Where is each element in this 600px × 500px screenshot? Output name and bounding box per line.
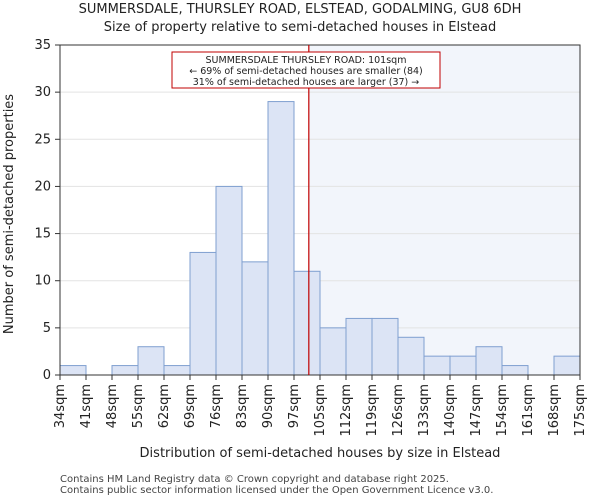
y-tick-label: 25 [34, 132, 51, 147]
bar-90sqm [267, 101, 295, 376]
bar-48sqm [111, 365, 139, 376]
bar-69sqm [189, 251, 217, 376]
x-tick-label: 55sqm [131, 384, 146, 428]
x-tick-label: 140sqm [443, 384, 458, 437]
x-tick-label: 62sqm [157, 384, 172, 428]
y-tick-label: 0 [43, 368, 51, 383]
x-tick-label: 69sqm [183, 384, 198, 428]
footer-licence: Contains public sector information licen… [60, 485, 494, 496]
chart-title-address: SUMMERSDALE, THURSLEY ROAD, ELSTEAD, GOD… [78, 2, 522, 17]
x-tick-label: 119sqm [365, 384, 380, 437]
bar-112sqm [345, 317, 373, 376]
bar-154sqm [501, 365, 529, 376]
bar-133sqm [423, 355, 451, 376]
x-tick-label: 154sqm [495, 384, 510, 437]
bar-105sqm [319, 327, 347, 376]
bar-140sqm [449, 355, 477, 376]
annotation-box [171, 51, 441, 89]
x-tick-label: 112sqm [339, 384, 354, 437]
annotation-line: 31% of semi-detached houses are larger (… [193, 77, 420, 88]
x-tick-label: 126sqm [391, 384, 406, 437]
x-tick-label: 161sqm [521, 384, 536, 437]
bar-168sqm [553, 355, 581, 376]
bar-55sqm [137, 346, 165, 376]
y-tick-label: 30 [34, 85, 51, 100]
x-tick-label: 97sqm [287, 384, 302, 428]
chart-subtitle: Size of property relative to semi-detach… [103, 20, 497, 35]
x-tick-label: 147sqm [469, 384, 484, 437]
histogram-chart: 0 5 10 15 20 25 30 35 34sqm 41sqm 48sqm 55sqm 62sqm 6… [2, 38, 588, 461]
x-tick-label: 90sqm [261, 384, 276, 428]
bar-62sqm [163, 365, 191, 376]
y-tick-label: 20 [34, 179, 51, 194]
x-tick-label: 175sqm [573, 384, 588, 437]
y-tick-label: 15 [34, 227, 51, 242]
y-tick-label: 10 [34, 274, 51, 289]
x-tick-label: 168sqm [547, 384, 562, 437]
x-tick-label: 133sqm [417, 384, 432, 437]
x-tick-label: 83sqm [235, 384, 250, 428]
bar-76sqm [215, 185, 243, 376]
bar-97sqm [293, 270, 321, 376]
footer-copyright: Contains HM Land Registry data © Crown c… [60, 474, 449, 485]
bar-147sqm [475, 346, 503, 376]
annotation-line: SUMMERSDALE THURSLEY ROAD: 101sqm [206, 55, 407, 66]
bar-119sqm [371, 317, 399, 376]
x-tick-label: 105sqm [313, 384, 328, 437]
bar-126sqm [397, 336, 425, 376]
x-tick-label: 48sqm [105, 384, 120, 428]
x-axis-label: Distribution of semi-detached houses by … [140, 446, 501, 461]
y-tick-label: 35 [34, 38, 51, 53]
y-tick-label: 5 [43, 321, 51, 336]
y-axis-label: Number of semi-detached properties [2, 94, 17, 334]
bar-83sqm [241, 261, 269, 376]
annotation-line: ← 69% of semi-detached houses are smalle… [189, 66, 423, 77]
x-tick-label: 41sqm [79, 384, 94, 428]
bar-34sqm [59, 365, 87, 376]
x-tick-label: 76sqm [209, 384, 224, 428]
x-tick-label: 34sqm [53, 384, 68, 428]
